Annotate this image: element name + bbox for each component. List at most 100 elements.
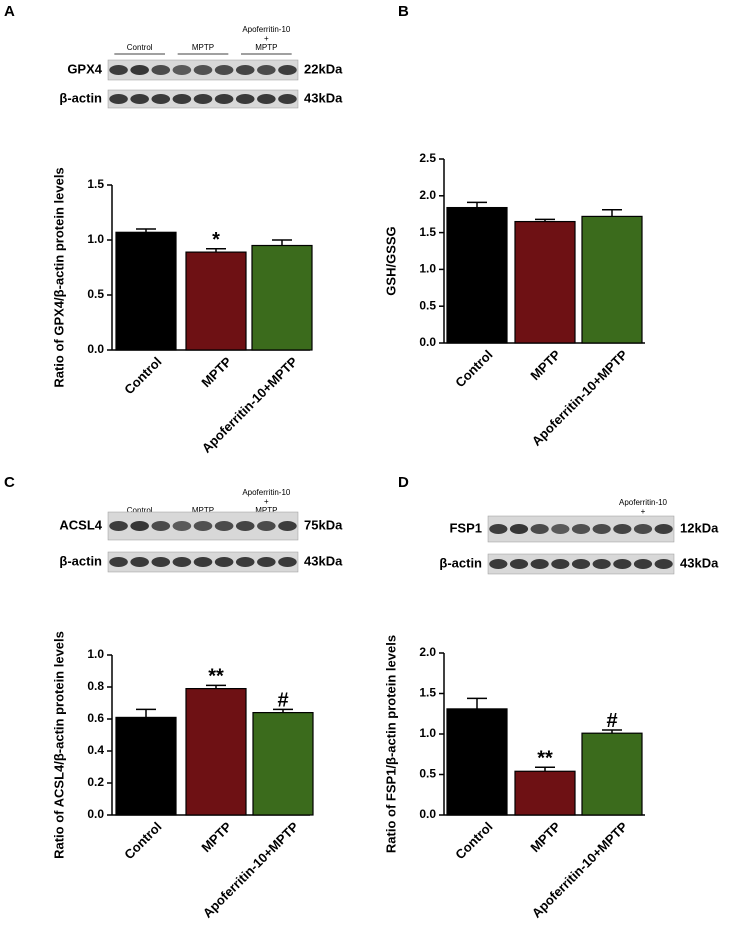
y-tick-label: 0.8 <box>87 679 104 693</box>
blot-band <box>235 94 255 104</box>
blot-band <box>489 524 508 534</box>
blot-band <box>509 524 529 534</box>
bar <box>185 687 247 816</box>
blot-band <box>193 557 213 567</box>
blot-band <box>151 94 171 104</box>
size-label: 43kDa <box>680 555 719 570</box>
significance-mark: * <box>212 229 220 251</box>
size-label: 43kDa <box>304 90 343 105</box>
error-bar <box>535 218 555 222</box>
bar <box>446 708 508 816</box>
blot-band <box>592 524 611 534</box>
y-tick-label: 2.0 <box>419 188 436 202</box>
error-bar <box>136 228 156 233</box>
blot-band <box>109 521 128 531</box>
blot-band <box>257 521 276 531</box>
blot-band <box>613 559 632 569</box>
y-tick-label: 2.0 <box>419 645 436 659</box>
blot-band <box>654 524 673 534</box>
blot-band <box>193 65 213 75</box>
blot-band <box>193 521 213 531</box>
blot-group-label: Apoferritin-10 <box>242 25 291 34</box>
blot-band <box>214 521 234 531</box>
y-tick-label: 1.0 <box>87 647 104 661</box>
x-tick-label: Control <box>121 354 164 397</box>
blot-band <box>592 559 611 569</box>
bar <box>514 220 576 344</box>
significance-mark: # <box>277 690 288 712</box>
blot-band <box>109 65 128 75</box>
blot-group-label: MPTP <box>255 43 277 52</box>
blot-band <box>235 65 255 75</box>
y-tick-label: 0.0 <box>87 807 104 821</box>
blot-band <box>278 557 297 567</box>
blot-group-label: Control <box>127 506 153 515</box>
significance-mark: ** <box>208 666 224 688</box>
y-tick-label: 1.0 <box>419 726 436 740</box>
blot-group-label: MPTP <box>192 43 214 52</box>
y-tick-label: 2.5 <box>419 151 436 165</box>
y-tick-label: 1.5 <box>87 177 104 191</box>
bar <box>446 206 508 344</box>
panel-letter: C <box>4 474 15 491</box>
panel-letter: D <box>398 474 409 491</box>
x-tick-label: MPTP <box>198 819 234 855</box>
y-axis-label: GSH/GSSG <box>383 226 398 295</box>
blot-band <box>172 521 192 531</box>
protein-label: β-actin <box>59 553 102 568</box>
significance-mark: # <box>606 710 617 732</box>
blot-band <box>530 559 549 569</box>
bar <box>581 215 643 344</box>
blot-band <box>193 94 213 104</box>
blot-band <box>278 94 297 104</box>
blot-band <box>278 65 297 75</box>
bar <box>115 231 177 351</box>
blot-band <box>551 524 570 534</box>
x-tick-label: MPTP <box>527 819 563 855</box>
blot-band <box>613 524 632 534</box>
error-bar <box>272 239 292 246</box>
y-tick-label: 0.0 <box>419 807 436 821</box>
significance-mark: ** <box>537 747 553 769</box>
blot-band <box>257 65 276 75</box>
blot-band <box>633 559 653 569</box>
bar <box>514 770 576 816</box>
error-bar <box>467 201 487 208</box>
error-bar <box>467 697 487 709</box>
size-label: 12kDa <box>680 520 719 535</box>
blot-band <box>257 94 276 104</box>
blot-band <box>109 94 128 104</box>
blot-band <box>235 521 255 531</box>
y-tick-label: 0.5 <box>419 298 436 312</box>
y-tick-label: 0.6 <box>87 711 104 725</box>
protein-label: β-actin <box>59 90 102 105</box>
bar <box>251 244 313 351</box>
blot-band <box>130 521 149 531</box>
panel-letter: B <box>398 3 409 20</box>
y-tick-label: 0.2 <box>87 775 104 789</box>
blot-band <box>151 65 171 75</box>
x-tick-label: MPTP <box>527 347 563 383</box>
blot-group-label: + <box>641 507 646 516</box>
error-bar <box>535 766 555 772</box>
protein-label: β-actin <box>439 555 482 570</box>
bar <box>581 732 643 816</box>
x-tick-label: Control <box>121 819 164 862</box>
y-tick-label: 1.0 <box>419 262 436 276</box>
blot-band <box>278 521 297 531</box>
blot-band <box>109 557 128 567</box>
y-tick-label: 1.5 <box>419 225 436 239</box>
y-tick-label: 0.0 <box>419 335 436 349</box>
size-label: 43kDa <box>304 553 343 568</box>
blot-band <box>151 521 171 531</box>
error-bar <box>602 209 622 217</box>
blot-band <box>214 94 234 104</box>
blot-band <box>571 559 591 569</box>
blot-group-label: + <box>264 34 269 43</box>
blot-band <box>130 557 149 567</box>
y-axis-label: Ratio of ACSL4/β-actin protein levels <box>51 631 66 859</box>
blot-band <box>530 524 549 534</box>
blot-group-label: MPTP <box>192 506 214 515</box>
blot-band <box>172 65 192 75</box>
